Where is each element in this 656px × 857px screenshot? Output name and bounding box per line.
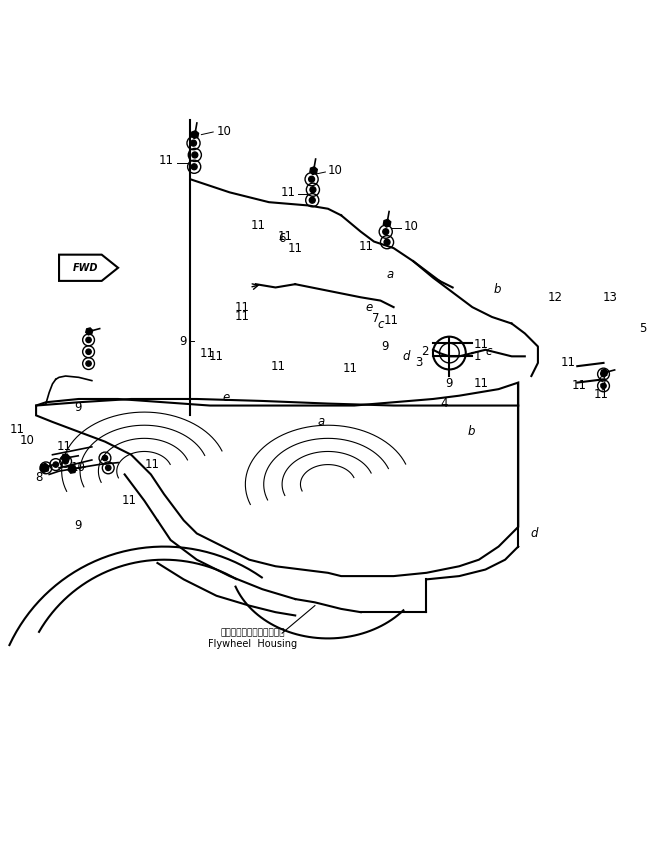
Text: 11: 11: [342, 362, 358, 375]
Text: b: b: [467, 425, 475, 438]
Text: 2: 2: [422, 345, 429, 357]
Text: 11: 11: [572, 380, 587, 393]
Text: フライホイールハウジング: フライホイールハウジング: [220, 629, 285, 638]
Polygon shape: [40, 464, 49, 472]
Text: e: e: [222, 391, 230, 404]
Text: 11: 11: [234, 310, 249, 323]
Text: 9: 9: [75, 401, 82, 414]
Text: a: a: [318, 416, 325, 428]
Text: 10: 10: [70, 461, 85, 475]
Text: c: c: [377, 318, 384, 332]
Circle shape: [310, 187, 316, 193]
Text: 3: 3: [415, 357, 422, 369]
Text: 1: 1: [474, 350, 481, 363]
Circle shape: [192, 152, 198, 158]
Circle shape: [308, 177, 315, 183]
Text: 6: 6: [278, 231, 285, 245]
Text: 11: 11: [121, 494, 136, 507]
Circle shape: [601, 371, 606, 377]
Text: 10: 10: [19, 434, 34, 446]
Text: 11: 11: [234, 301, 249, 314]
Text: 11: 11: [280, 186, 295, 199]
Circle shape: [192, 164, 197, 170]
Text: 11: 11: [10, 423, 25, 436]
Text: 13: 13: [602, 291, 617, 303]
Circle shape: [382, 229, 388, 235]
Text: 11: 11: [200, 346, 215, 360]
Polygon shape: [68, 465, 76, 473]
Text: 11: 11: [278, 231, 293, 243]
Text: 10: 10: [328, 165, 343, 177]
Circle shape: [86, 361, 91, 366]
Text: 11: 11: [159, 154, 174, 167]
Text: 9: 9: [598, 375, 605, 387]
Circle shape: [310, 197, 315, 203]
Circle shape: [53, 462, 58, 467]
Text: 10: 10: [216, 125, 232, 139]
Text: a: a: [386, 268, 394, 281]
Text: d: d: [531, 527, 539, 540]
Polygon shape: [191, 131, 199, 139]
Circle shape: [190, 141, 197, 146]
Polygon shape: [62, 454, 70, 462]
Text: 9: 9: [180, 335, 187, 349]
Polygon shape: [601, 369, 607, 376]
Text: 11: 11: [57, 440, 72, 453]
Text: 4: 4: [441, 397, 448, 410]
Text: 11: 11: [288, 242, 302, 255]
Text: 11: 11: [594, 388, 609, 401]
Circle shape: [43, 465, 49, 470]
Circle shape: [86, 338, 91, 343]
Polygon shape: [383, 219, 391, 227]
Circle shape: [86, 349, 91, 355]
Text: Flywheel  Housing: Flywheel Housing: [208, 638, 297, 649]
Circle shape: [601, 383, 606, 388]
Circle shape: [102, 455, 108, 461]
Text: 11: 11: [474, 377, 489, 391]
Text: b: b: [493, 283, 501, 296]
Text: FWD: FWD: [73, 263, 98, 273]
Polygon shape: [310, 167, 318, 175]
Text: 11: 11: [474, 338, 489, 351]
Text: 11: 11: [251, 219, 266, 231]
Text: 10: 10: [403, 220, 419, 233]
Text: 8: 8: [35, 471, 43, 484]
Text: 9: 9: [381, 340, 388, 353]
Text: 11: 11: [359, 240, 374, 253]
Text: 11: 11: [384, 314, 399, 327]
Circle shape: [384, 239, 390, 245]
Text: 11: 11: [209, 350, 224, 363]
Circle shape: [63, 458, 68, 464]
Text: d: d: [403, 350, 410, 363]
Text: 9: 9: [75, 519, 82, 532]
Text: 7: 7: [372, 312, 379, 325]
Text: 5: 5: [640, 322, 647, 335]
Circle shape: [106, 465, 111, 470]
Polygon shape: [86, 328, 92, 335]
Text: 11: 11: [271, 360, 286, 373]
Text: e: e: [365, 301, 373, 314]
Text: 11: 11: [561, 357, 576, 369]
Text: c: c: [485, 345, 492, 357]
Text: 11: 11: [144, 458, 159, 471]
Text: 9: 9: [445, 377, 452, 391]
Text: 12: 12: [548, 291, 563, 303]
